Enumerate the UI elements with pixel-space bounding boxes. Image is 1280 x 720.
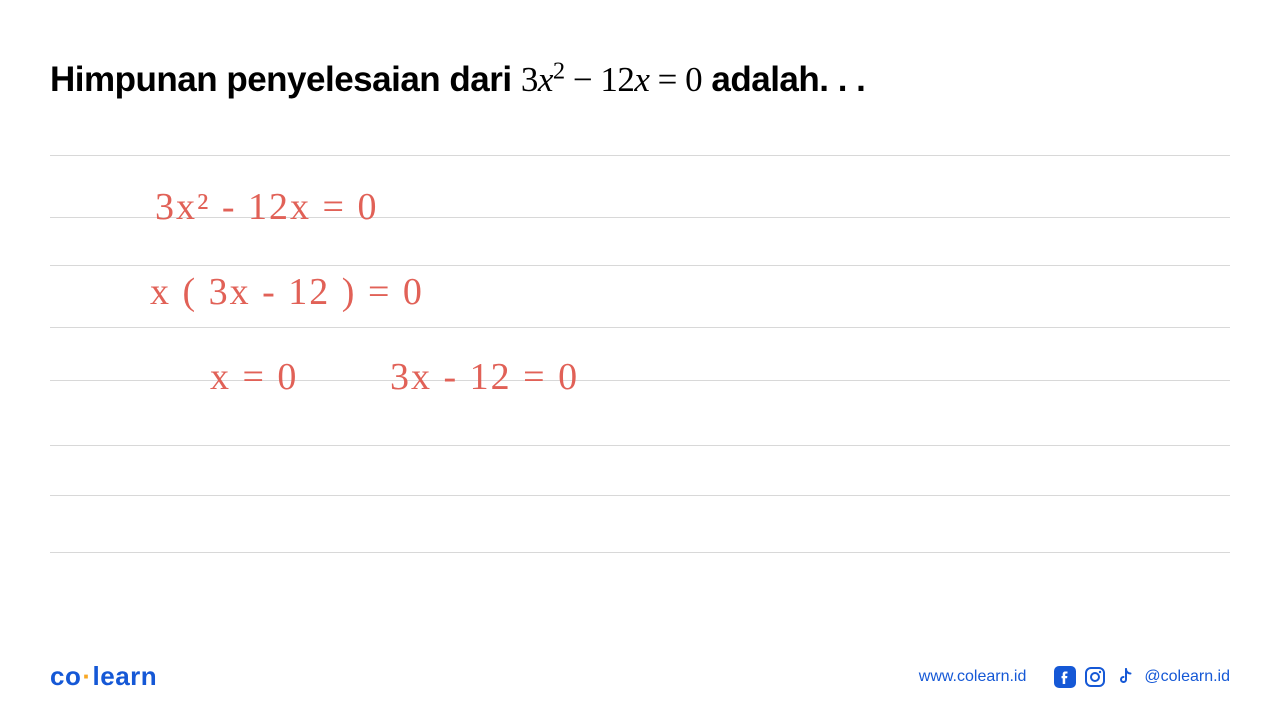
- facebook-icon: [1054, 666, 1076, 688]
- math-coef2: 12: [600, 60, 634, 99]
- footer-right: www.colearn.id @: [919, 666, 1230, 688]
- question-suffix: adalah. . .: [702, 60, 865, 99]
- math-coef1: 3: [521, 60, 538, 99]
- math-minus: −: [565, 60, 601, 99]
- instagram-icon: [1084, 666, 1106, 688]
- math-var2: x: [634, 60, 649, 99]
- notebook-line: [50, 445, 1230, 446]
- notebook-line: [50, 495, 1230, 496]
- notebook-line: [50, 265, 1230, 266]
- social-handle: @colearn.id: [1144, 668, 1230, 686]
- math-equals: = 0: [649, 60, 702, 99]
- math-exp: 2: [553, 57, 565, 84]
- question-title: Himpunan penyelesaian dari 3x2 − 12x = 0…: [50, 60, 1230, 100]
- social-group: @colearn.id: [1054, 666, 1230, 688]
- handwriting-line-1: 3x² - 12x = 0: [155, 185, 378, 229]
- footer: co·learn www.colearn.id: [50, 661, 1230, 692]
- handwriting-line-3b: 3x - 12 = 0: [390, 355, 579, 399]
- logo-dot: ·: [82, 661, 91, 691]
- notebook-line: [50, 155, 1230, 156]
- logo-part1: co: [50, 661, 81, 691]
- math-var1: x: [538, 60, 553, 99]
- notebook-area: 3x² - 12x = 0 x ( 3x - 12 ) = 0 x = 0 3x…: [50, 155, 1230, 605]
- logo-part2: learn: [93, 661, 158, 691]
- tiktok-icon: [1114, 666, 1136, 688]
- handwriting-line-3a: x = 0: [210, 355, 298, 399]
- handwriting-line-2: x ( 3x - 12 ) = 0: [150, 270, 424, 314]
- question-prefix: Himpunan penyelesaian dari: [50, 60, 521, 99]
- brand-logo: co·learn: [50, 661, 157, 692]
- notebook-line: [50, 552, 1230, 553]
- website-url: www.colearn.id: [919, 668, 1027, 686]
- notebook-line: [50, 327, 1230, 328]
